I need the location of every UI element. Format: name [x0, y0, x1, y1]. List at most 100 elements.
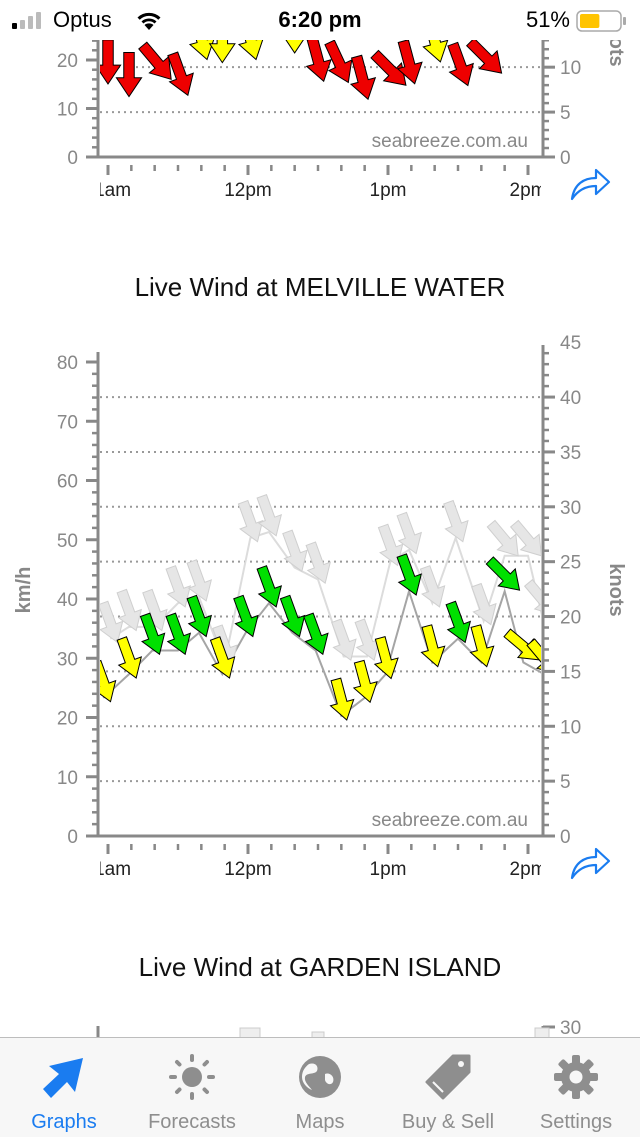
x-tick-label: 12pm: [224, 859, 272, 880]
gust-arrow: [237, 499, 264, 543]
left-tick-label: 70: [57, 412, 78, 433]
wind-arrow-green: [233, 594, 259, 638]
left-tick-label: 20: [57, 709, 78, 730]
wind-arrow-yellow: [352, 659, 378, 704]
tab-label: Buy & Sell: [401, 1111, 495, 1133]
gust-arrow: [443, 499, 469, 543]
right-tick-label: 5: [560, 772, 571, 793]
x-tick-label: 2pm: [510, 180, 547, 201]
right-tick-label: 40: [560, 388, 581, 409]
wind-arrow-yellow: [116, 636, 143, 679]
wind-arrow-green: [303, 612, 329, 656]
wind-arrow-yellow: [526, 638, 541, 676]
x-tick-label: 1pm: [370, 180, 407, 201]
tab-bar: Graphs Forecasts Maps Buy & Sell: [0, 1037, 640, 1137]
tab-forecasts[interactable]: Forecasts: [128, 1038, 256, 1137]
wind-arrow-red: [138, 41, 172, 81]
battery-percent: 51%: [525, 7, 570, 32]
right-tick-label: 10: [560, 717, 581, 738]
share-icon[interactable]: [568, 166, 612, 202]
tab-label: Settings: [539, 1111, 613, 1133]
wind-arrow-red: [305, 36, 332, 83]
wind-arrow-yellow: [420, 624, 446, 668]
wind-arrow-red: [324, 39, 353, 84]
left-tick-label: 0: [67, 827, 78, 848]
wind-arrow-yellow: [469, 624, 495, 668]
wind-arrow-green: [256, 565, 283, 608]
gust-arrow: [377, 523, 404, 567]
wind-arrow-yellow: [209, 636, 236, 679]
left-tick-label: 80: [57, 353, 78, 374]
gust-arrow: [186, 559, 213, 602]
sun-icon: [169, 1054, 215, 1100]
wind-arrow-yellow: [100, 659, 117, 703]
wind-arrow-red: [167, 51, 194, 97]
right-tick-label: 0: [560, 827, 571, 848]
left-tick-label: 20: [57, 51, 78, 72]
left-tick-label: 40: [57, 590, 78, 611]
left-tick-label: 30: [57, 649, 78, 670]
right-tick-label: 35: [560, 443, 581, 464]
chart-title-garden: Live Wind at GARDEN ISLAND: [138, 952, 502, 982]
watermark: seabreeze.com.au: [372, 810, 528, 831]
wind-arrow-green: [165, 612, 192, 656]
melville-wind-chart: 0 10 20 30 40 50 60 70 80 0 5 10 15 20 25 30 35 40 45 11am 1…: [13, 333, 627, 880]
right-tick-label: 5: [560, 103, 571, 124]
gust-arrow: [305, 541, 332, 585]
x-tick-label: 1pm: [370, 859, 407, 880]
gust-arrow: [331, 618, 357, 662]
gust-arrow: [486, 519, 519, 557]
left-tick-label: 60: [57, 472, 78, 493]
tag-icon: [425, 1054, 471, 1100]
battery-icon: [576, 10, 626, 32]
gust-arrow: [509, 519, 541, 557]
share-icon[interactable]: [568, 845, 612, 881]
gust-arrow: [282, 529, 308, 573]
wind-arrow-green: [186, 594, 213, 638]
right-tick-label: 45: [560, 333, 581, 354]
left-tick-label: 10: [57, 768, 78, 789]
x-tick-label: 2pm: [510, 859, 547, 880]
left-tick-label: 50: [57, 531, 78, 552]
gust-arrow: [419, 565, 446, 608]
tab-buy-sell[interactable]: Buy & Sell: [384, 1038, 512, 1137]
plot-area: [100, 493, 541, 721]
x-tick-label: 11am: [85, 180, 131, 201]
wind-arrow-green: [139, 612, 166, 656]
right-tick-label: 30: [560, 1018, 581, 1039]
gust-arrow: [100, 600, 124, 644]
tab-graphs[interactable]: Graphs: [0, 1038, 128, 1137]
x-tick-label: 12pm: [224, 180, 272, 201]
wind-arrow-red: [465, 37, 503, 74]
globe-icon: [299, 1056, 341, 1098]
tab-label: Forecasts: [148, 1111, 236, 1133]
right-tick-label: 25: [560, 553, 581, 574]
right-tick-label: 15: [560, 662, 581, 683]
wind-arrow-green: [445, 600, 472, 644]
status-bar: Optus 6:20 pm 51%: [0, 0, 640, 40]
right-tick-label: 20: [560, 608, 581, 629]
left-tick-label: 0: [67, 148, 78, 169]
gear-icon: [554, 1055, 598, 1099]
wind-arrow-green: [485, 556, 521, 591]
tab-maps[interactable]: Maps: [256, 1038, 384, 1137]
wind-arrow-red: [349, 54, 377, 101]
right-tick-label: 0: [560, 148, 571, 169]
wifi-icon: [137, 12, 161, 30]
wind-arrow-red: [115, 52, 143, 98]
gust-arrow: [116, 588, 143, 632]
right-tick-label: 30: [560, 498, 581, 519]
wind-arrow-red: [447, 41, 474, 87]
gust-arrow: [523, 578, 541, 616]
y-axis-title: km/h: [13, 567, 35, 614]
watermark: seabreeze.com.au: [372, 131, 528, 152]
wind-arrow-green: [396, 553, 423, 596]
x-tick-label: 11am: [85, 859, 131, 880]
gust-arrow: [256, 493, 283, 537]
wind-arrow-red: [100, 39, 122, 85]
wind-arrow-yellow: [373, 636, 399, 680]
tab-settings[interactable]: Settings: [512, 1038, 640, 1137]
gust-arrow: [165, 565, 192, 608]
gust-arrow: [471, 582, 497, 626]
left-tick-label: 10: [57, 100, 78, 121]
